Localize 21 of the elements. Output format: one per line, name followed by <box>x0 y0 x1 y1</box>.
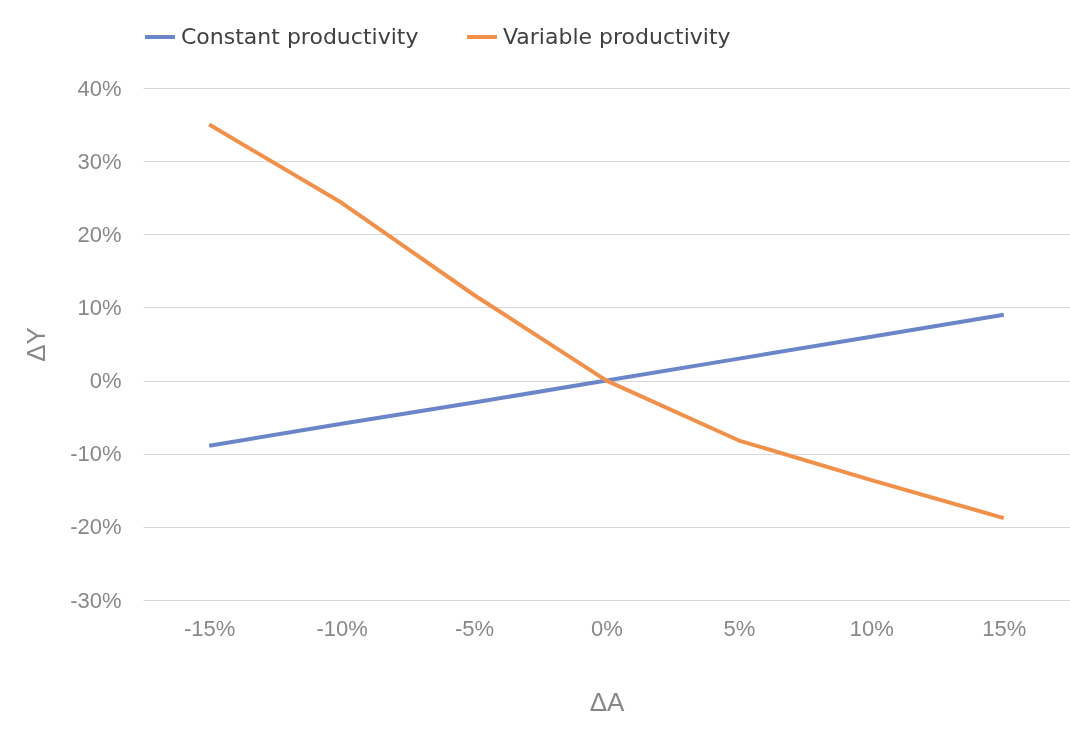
y-tick-label: 40% <box>77 75 122 101</box>
x-tick-label: 15% <box>982 615 1027 641</box>
y-axis-title: ΔY <box>21 327 52 362</box>
x-tick-label: -10% <box>316 615 368 641</box>
x-tick-label: -5% <box>455 615 495 641</box>
y-tick-label: -10% <box>70 441 122 467</box>
line-series <box>207 312 1006 448</box>
y-tick-label: -30% <box>70 587 122 613</box>
y-tick-label: 0% <box>89 368 122 394</box>
legend-label: Constant productivity <box>181 24 419 49</box>
legend-label: Variable productivity <box>503 24 731 49</box>
line-series <box>207 122 1006 521</box>
y-tick-label: 10% <box>77 294 122 320</box>
y-tick-label: -20% <box>70 514 122 540</box>
y-tick-label: 20% <box>77 221 122 247</box>
x-axis-title: ΔA <box>589 686 626 717</box>
x-tick-label: 10% <box>849 615 894 641</box>
x-tick-label: 5% <box>723 615 756 641</box>
y-tick-label: 30% <box>77 148 122 174</box>
x-tick-label: -15% <box>184 615 236 641</box>
x-tick-label: 0% <box>591 615 623 641</box>
